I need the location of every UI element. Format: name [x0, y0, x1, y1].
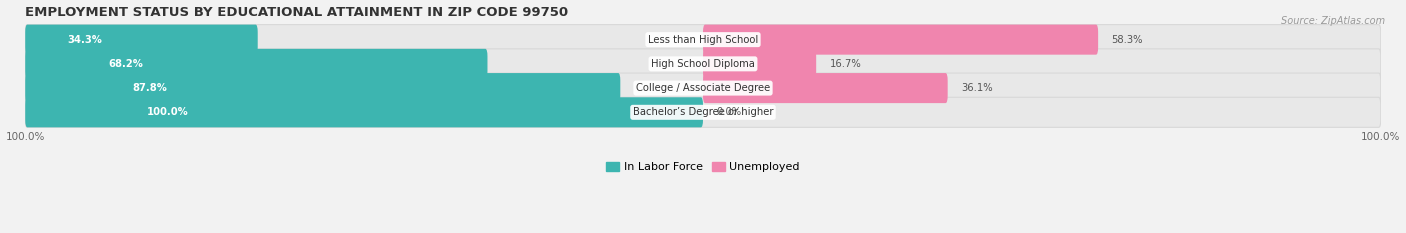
FancyBboxPatch shape	[25, 73, 620, 103]
Text: 16.7%: 16.7%	[830, 59, 862, 69]
Text: 87.8%: 87.8%	[132, 83, 167, 93]
Text: 58.3%: 58.3%	[1112, 35, 1143, 45]
FancyBboxPatch shape	[25, 73, 1381, 103]
FancyBboxPatch shape	[703, 49, 817, 79]
FancyBboxPatch shape	[25, 49, 488, 79]
Text: 100.0%: 100.0%	[148, 107, 188, 117]
Text: Bachelor’s Degree or higher: Bachelor’s Degree or higher	[633, 107, 773, 117]
FancyBboxPatch shape	[25, 97, 1381, 127]
FancyBboxPatch shape	[25, 25, 257, 55]
FancyBboxPatch shape	[703, 73, 948, 103]
Text: Source: ZipAtlas.com: Source: ZipAtlas.com	[1281, 16, 1385, 26]
Text: 68.2%: 68.2%	[108, 59, 143, 69]
Text: 36.1%: 36.1%	[962, 83, 993, 93]
FancyBboxPatch shape	[25, 97, 703, 127]
Text: 0.0%: 0.0%	[717, 107, 742, 117]
FancyBboxPatch shape	[25, 25, 1381, 55]
Text: EMPLOYMENT STATUS BY EDUCATIONAL ATTAINMENT IN ZIP CODE 99750: EMPLOYMENT STATUS BY EDUCATIONAL ATTAINM…	[25, 6, 568, 19]
FancyBboxPatch shape	[703, 25, 1098, 55]
Text: High School Diploma: High School Diploma	[651, 59, 755, 69]
Text: College / Associate Degree: College / Associate Degree	[636, 83, 770, 93]
Legend: In Labor Force, Unemployed: In Labor Force, Unemployed	[602, 157, 804, 177]
FancyBboxPatch shape	[25, 49, 1381, 79]
Text: Less than High School: Less than High School	[648, 35, 758, 45]
Text: 34.3%: 34.3%	[67, 35, 103, 45]
